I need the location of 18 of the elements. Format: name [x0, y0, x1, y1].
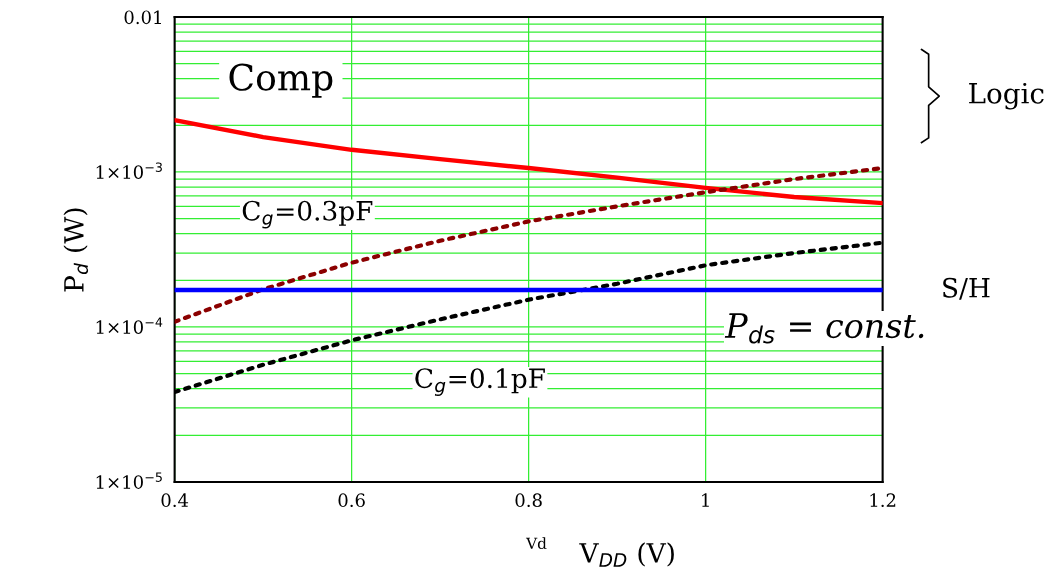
x-axis-title: V$_{DD}$ (V): [579, 542, 674, 567]
text: Vd: [525, 537, 547, 550]
series-label: C$_{g}$=0.3pF: [242, 200, 373, 229]
x-tick-label: 0.6: [338, 493, 365, 508]
x-tick-label: 1: [702, 493, 709, 507]
text: Logic: [969, 82, 1044, 110]
series-label: Comp: [229, 63, 333, 98]
y-tick-label: 1×10$^{−4}$: [96, 317, 163, 334]
series-label: C$_{g}$=0.1pF: [415, 368, 545, 396]
annotation: P$_{ds}$ = const.: [724, 313, 924, 344]
x-tick-label: 0.8: [515, 493, 542, 508]
y-tick-label: 1×10$^{−5}$: [96, 472, 162, 489]
x-tick-label: 0.4: [161, 493, 189, 508]
y-tick-label: 0.01: [124, 10, 161, 25]
y-tick-label: 1×10$^{−3}$: [96, 162, 162, 179]
y-axis-title: P$_{d}$ (W): [63, 208, 89, 292]
x-tick-label: 1.2: [870, 493, 896, 508]
text: S/H: [943, 277, 990, 300]
